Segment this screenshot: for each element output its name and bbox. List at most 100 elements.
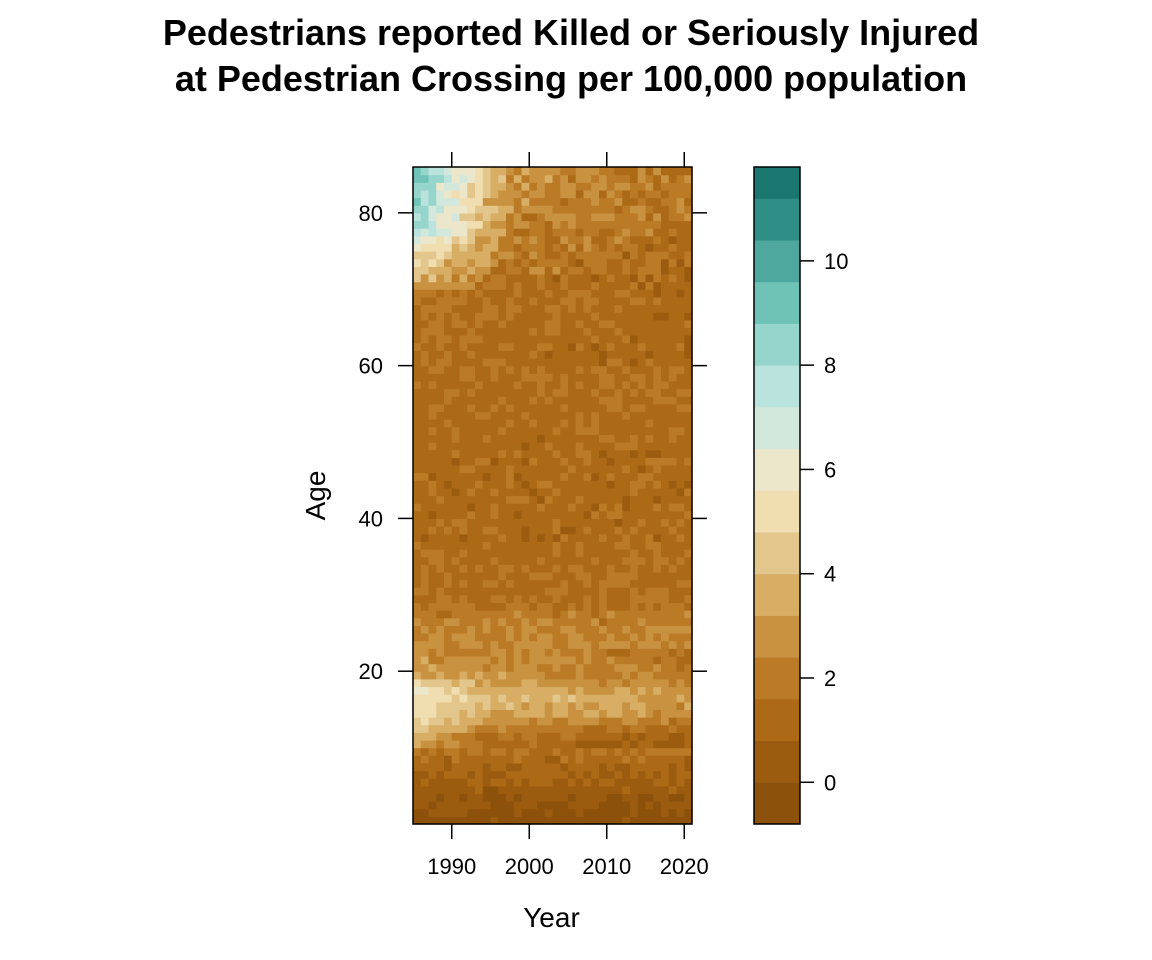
heatmap-cell [436, 640, 445, 649]
heatmap-cell [583, 571, 592, 581]
heatmap-cell [684, 793, 693, 802]
heatmap-cell [614, 205, 623, 214]
heatmap-cell [684, 739, 693, 749]
heatmap-cell [560, 228, 569, 237]
heatmap-cell [560, 396, 569, 405]
heatmap-cell [521, 801, 530, 810]
heatmap-cell [420, 388, 430, 397]
heatmap-cell [630, 533, 639, 542]
heatmap-cell [645, 495, 654, 504]
heatmap-cell [614, 564, 623, 573]
heatmap-cell [436, 319, 445, 329]
heatmap-cell [661, 717, 670, 726]
heatmap-cell [413, 541, 422, 550]
heatmap-cell [444, 518, 453, 527]
heatmap-cell [560, 655, 569, 665]
heatmap-cell [606, 724, 616, 733]
heatmap-cell [506, 197, 515, 206]
heatmap-cell [513, 518, 523, 527]
heatmap-cell [451, 434, 461, 443]
heatmap-cell [560, 648, 569, 657]
heatmap-cell [637, 174, 647, 183]
heatmap-cell [575, 739, 585, 749]
heatmap-cell [575, 182, 585, 191]
heatmap-cell [413, 510, 422, 520]
heatmap-cell [513, 235, 523, 244]
heatmap-cell [684, 816, 693, 825]
heatmap-cell [645, 434, 654, 443]
heatmap-cell [544, 717, 554, 726]
heatmap-cell [653, 770, 662, 779]
heatmap-cell [668, 167, 678, 176]
heatmap-cell [490, 640, 499, 649]
heatmap-cell [544, 640, 554, 649]
heatmap-cell [544, 220, 554, 229]
heatmap-cell [676, 373, 685, 382]
heatmap-cell [568, 770, 577, 779]
heatmap-cell [420, 411, 430, 420]
heatmap-cell [599, 457, 608, 466]
heatmap-cell [428, 167, 437, 176]
heatmap-cell [661, 747, 670, 756]
heatmap-cell [459, 762, 468, 772]
heatmap-cell [568, 319, 577, 329]
heatmap-cell [668, 357, 678, 367]
heatmap-cell [459, 296, 468, 306]
heatmap-cell [676, 419, 685, 428]
heatmap-cell [428, 205, 437, 214]
heatmap-cell [521, 671, 530, 680]
heatmap-cell [653, 694, 662, 703]
heatmap-cell [475, 312, 484, 321]
heatmap-cell [420, 503, 430, 512]
heatmap-cell [521, 732, 530, 741]
heatmap-cell [630, 228, 639, 237]
heatmap-cell [568, 610, 577, 619]
heatmap-cell [661, 762, 670, 772]
heatmap-cell [668, 617, 678, 626]
heatmap-cell [583, 411, 592, 420]
heatmap-cell [436, 602, 445, 611]
heatmap-cell [506, 442, 515, 451]
heatmap-cell [513, 602, 523, 611]
heatmap-cell [482, 770, 492, 779]
heatmap-cell [490, 816, 499, 825]
heatmap-cell [521, 167, 530, 176]
heatmap-cell [583, 625, 592, 634]
heatmap-cell [560, 251, 569, 260]
heatmap-cell [583, 380, 592, 390]
heatmap-cell [575, 663, 585, 672]
heatmap-cell [467, 717, 476, 726]
heatmap-cell [444, 434, 453, 443]
heatmap-cell [467, 793, 476, 802]
heatmap-cell [413, 709, 422, 718]
heatmap-cell [544, 319, 554, 329]
heatmap-cell [575, 350, 585, 359]
heatmap-cell [537, 457, 546, 466]
heatmap-cell [630, 342, 639, 351]
heatmap-cell [436, 503, 445, 512]
heatmap-cell [552, 808, 561, 817]
heatmap-cell [622, 816, 631, 825]
heatmap-cell [599, 602, 608, 611]
heatmap-cell [568, 464, 577, 474]
heatmap-cell [459, 357, 468, 367]
heatmap-cell [661, 701, 670, 711]
heatmap-cell [490, 411, 499, 420]
heatmap-cell [637, 220, 647, 229]
heatmap-cell [591, 235, 600, 244]
heatmap-cell [668, 724, 678, 733]
heatmap-cell [583, 235, 592, 244]
heatmap-cell [475, 541, 484, 550]
heatmap-cell [498, 189, 507, 199]
heatmap-cell [467, 648, 476, 657]
heatmap-cell [413, 388, 422, 397]
heatmap-cell [599, 251, 608, 260]
heatmap-cell [537, 189, 546, 199]
heatmap-cell [529, 732, 538, 741]
heatmap-cell [498, 174, 507, 183]
heatmap-cell [614, 633, 623, 642]
heatmap-cell [475, 380, 484, 390]
heatmap-cell [413, 365, 422, 374]
heatmap-cell [583, 655, 592, 665]
heatmap-cell [444, 808, 453, 817]
